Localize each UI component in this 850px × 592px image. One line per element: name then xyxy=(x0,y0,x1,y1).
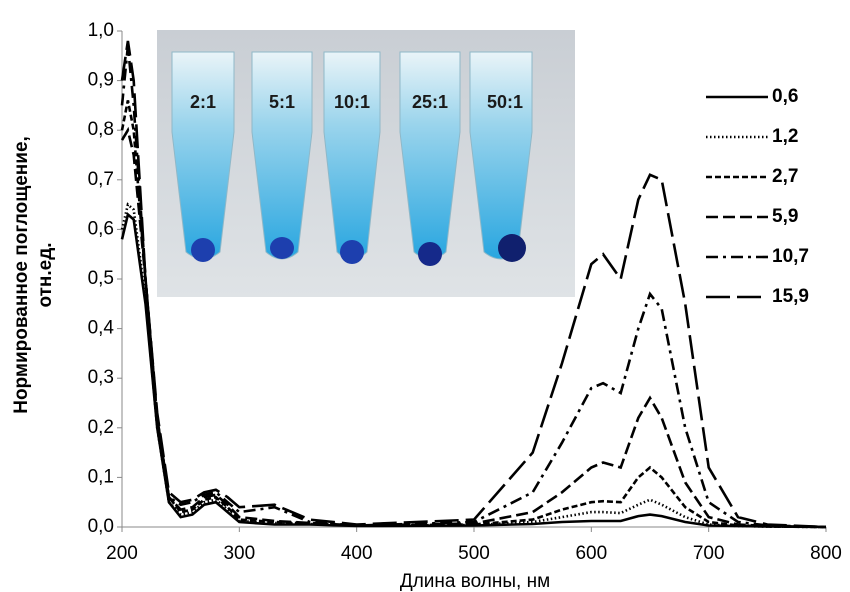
y-tick-label: 1,0 xyxy=(88,20,114,41)
x-tick-label: 800 xyxy=(810,543,842,564)
y-tick-label: 0,1 xyxy=(88,466,114,487)
inset-label: 5:1 xyxy=(269,92,295,112)
y-tick-label: 0,8 xyxy=(88,119,114,140)
y-tick-label: 0,7 xyxy=(88,169,114,190)
x-tick-label: 700 xyxy=(693,543,725,564)
y-tick-label: 0,2 xyxy=(88,417,114,438)
inset-label: 25:1 xyxy=(412,92,448,112)
legend-label: 15,9 xyxy=(772,286,809,307)
legend-label: 0,6 xyxy=(772,86,798,107)
inset-label: 2:1 xyxy=(190,92,216,112)
y-tick-label: 0,5 xyxy=(88,268,114,289)
x-axis-title: Длина волны, нм xyxy=(400,571,550,592)
y-tick-label: 0,3 xyxy=(88,367,114,388)
x-tick-label: 600 xyxy=(575,543,607,564)
y-tick-label: 0,4 xyxy=(88,318,115,339)
y-axis-title: отн.ед. xyxy=(35,242,56,307)
y-tick-label: 0,0 xyxy=(88,516,114,537)
inset-label: 50:1 xyxy=(487,92,523,112)
x-tick-label: 200 xyxy=(106,543,138,564)
x-tick-label: 300 xyxy=(223,543,255,564)
legend-label: 2,7 xyxy=(772,166,798,187)
x-tick-label: 500 xyxy=(458,543,490,564)
series-line xyxy=(120,40,827,529)
inset-label: 10:1 xyxy=(334,92,370,112)
y-tick-label: 0,9 xyxy=(88,70,114,91)
y-axis-title: Нормированное поглощение, xyxy=(11,136,32,414)
legend-label: 10,7 xyxy=(772,246,809,267)
y-tick-label: 0,6 xyxy=(88,218,114,239)
x-tick-label: 400 xyxy=(341,543,373,564)
series-line xyxy=(120,202,827,529)
legend-label: 1,2 xyxy=(772,126,798,147)
legend-label: 5,9 xyxy=(772,206,798,227)
inset-photo xyxy=(157,30,575,297)
